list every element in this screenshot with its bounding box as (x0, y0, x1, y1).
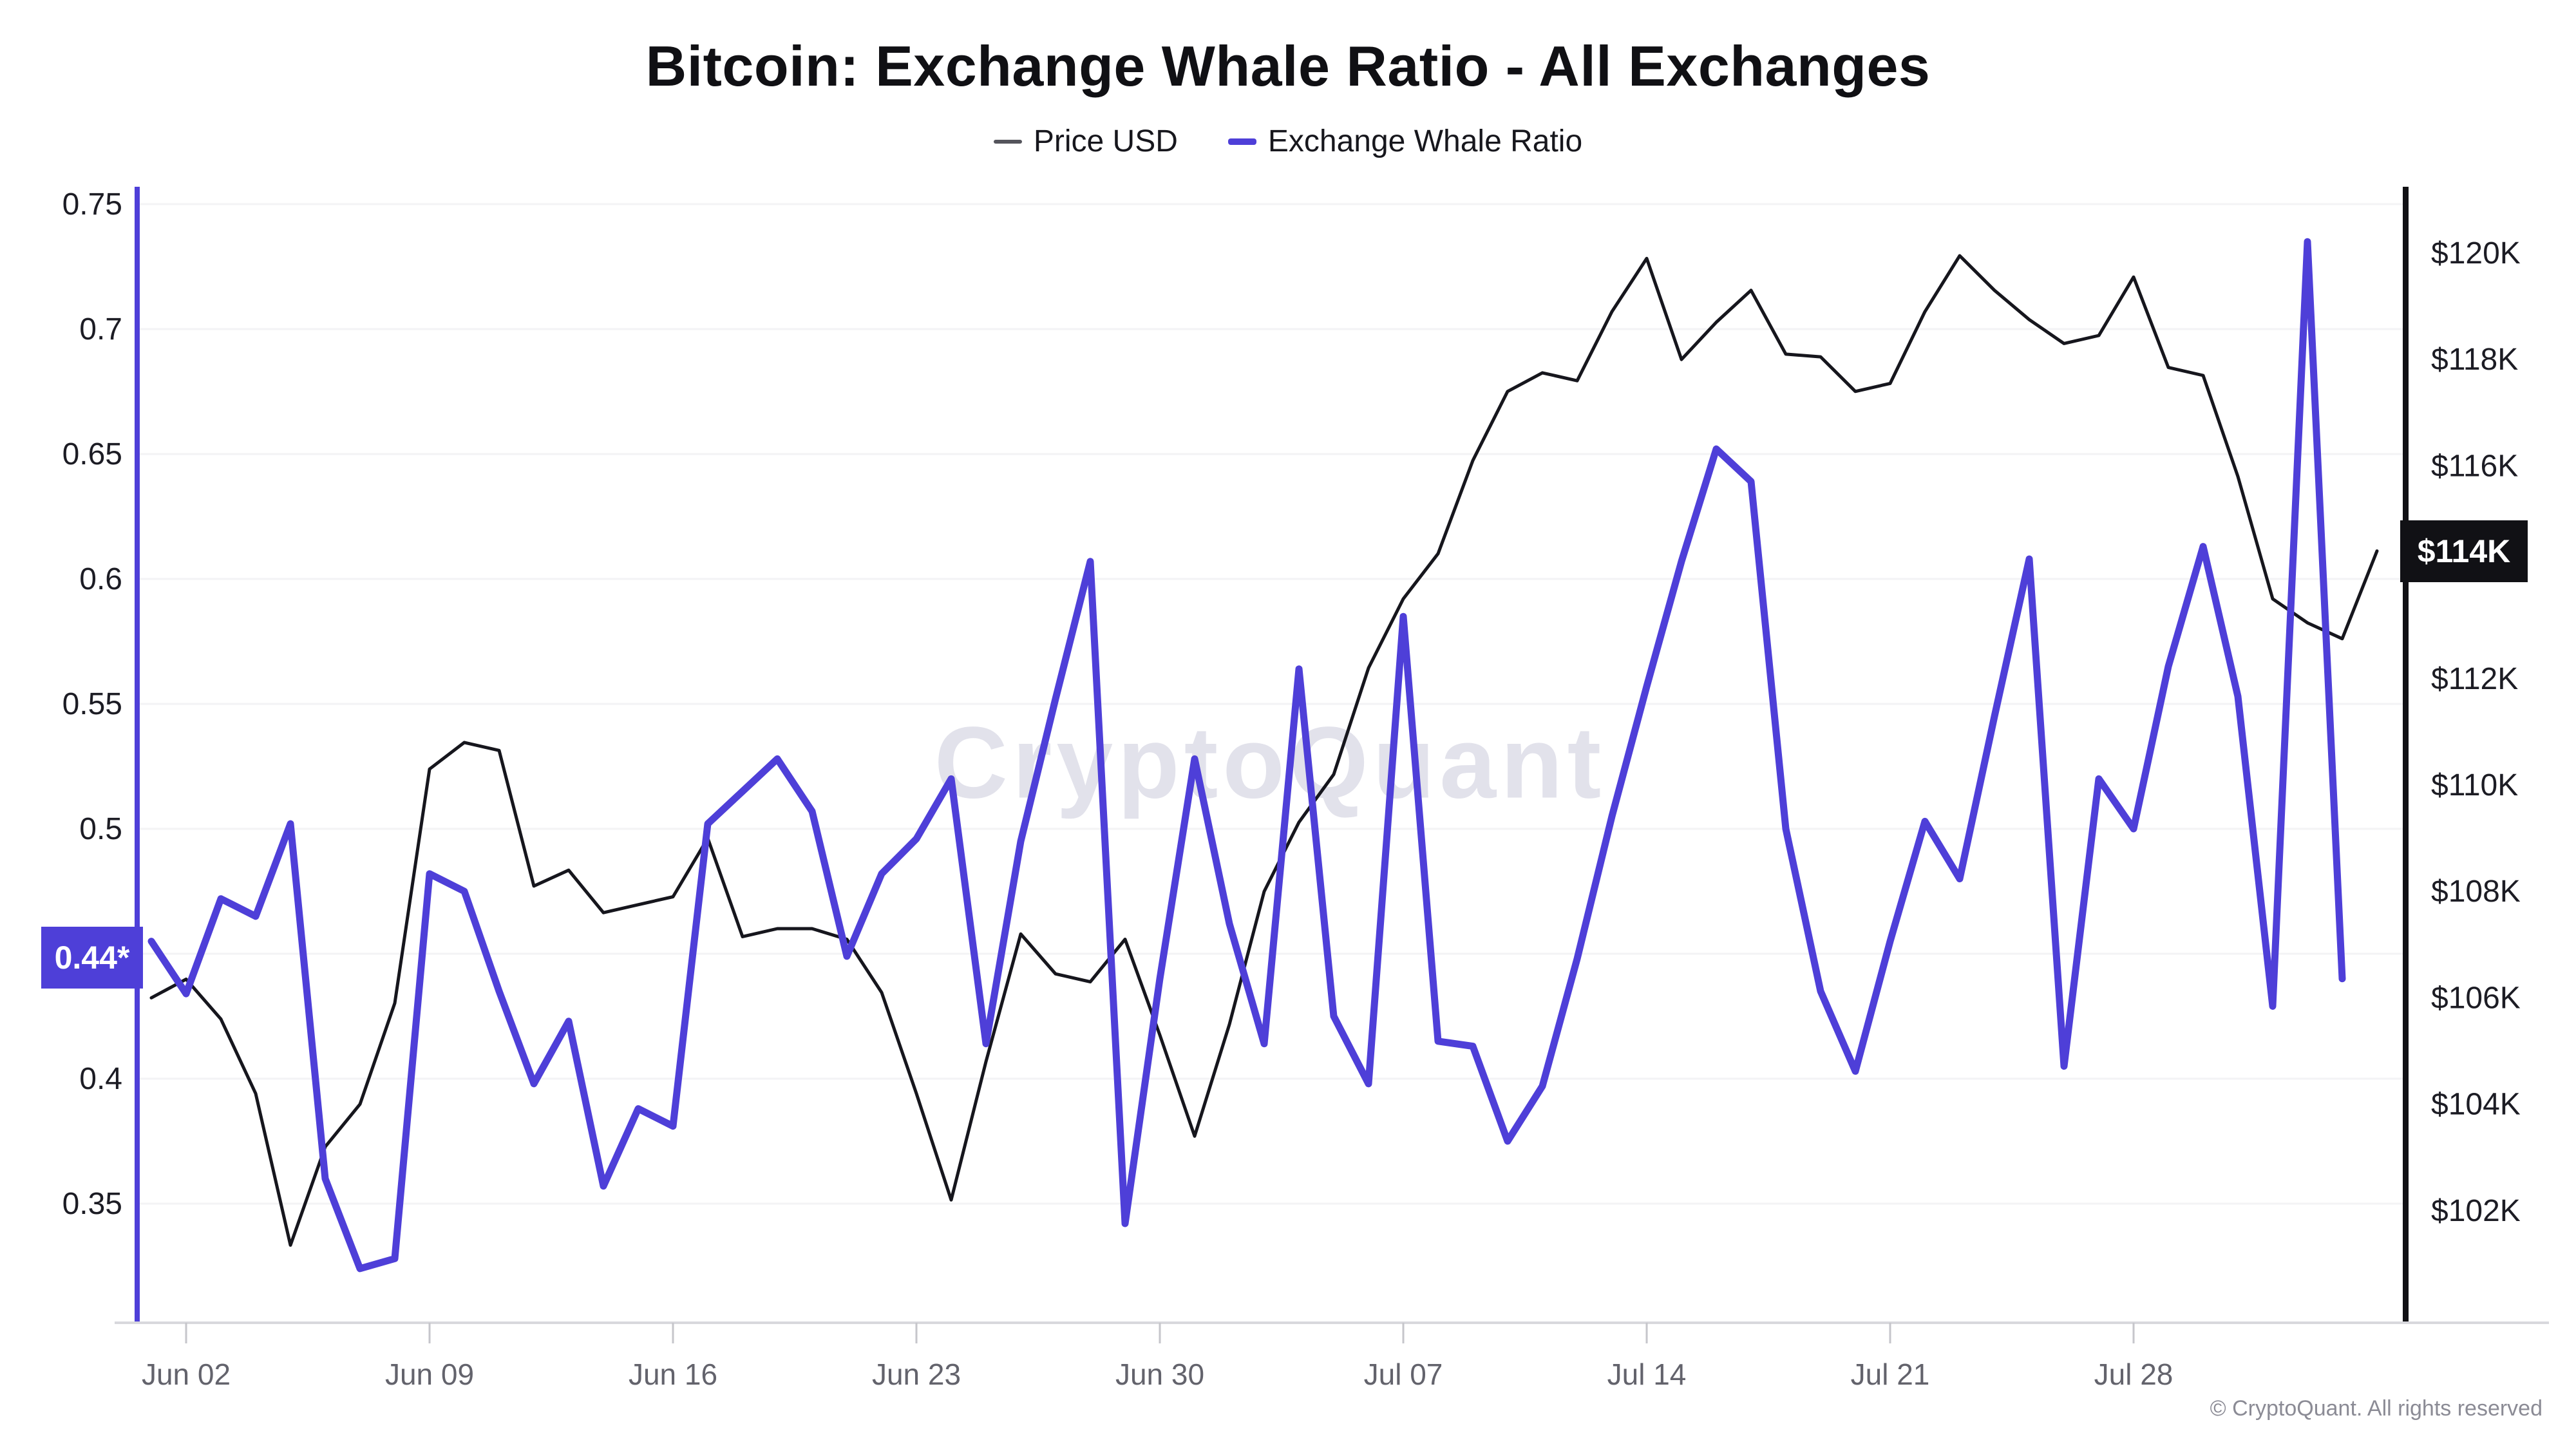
left-tick-label: 0.5 (79, 812, 122, 846)
x-tick-label: Jul 14 (1607, 1358, 1687, 1391)
legend-item-price-usd[interactable]: Price USD (993, 124, 1178, 159)
left-tick-label: 0.6 (79, 562, 122, 596)
price-line-swatch-icon (993, 139, 1022, 144)
x-tick-label: Jul 21 (1851, 1358, 1930, 1391)
x-tick-label: Jun 09 (385, 1358, 474, 1391)
legend-label-price-usd: Price USD (1033, 124, 1178, 158)
x-tick-label: Jun 16 (629, 1358, 717, 1391)
right-tick-label: $102K (2431, 1194, 2521, 1228)
left-tick-label: 0.65 (62, 437, 122, 471)
x-tick-label: Jun 23 (872, 1358, 961, 1391)
chart-legend: Price USD Exchange Whale Ratio (0, 124, 2576, 159)
series-line-price-usd (149, 254, 2379, 1247)
left-tick-label: 0.55 (62, 687, 122, 721)
left-tick-label: 0.7 (79, 312, 122, 346)
right-tick-label: $106K (2431, 981, 2521, 1015)
chart-title: Bitcoin: Exchange Whale Ratio - All Exch… (645, 34, 1931, 98)
right-tick-label: $120K (2431, 236, 2521, 270)
left-tick-label: 0.75 (62, 187, 122, 222)
x-tick-label: Jul 07 (1364, 1358, 1443, 1391)
cryptoquant-watermark: CryptoQuant (934, 706, 1606, 820)
right-tick-label: $104K (2431, 1088, 2521, 1122)
series-line-exchange-whale-ratio (147, 238, 2346, 1273)
current-ratio-badge: 0.44* (41, 926, 143, 989)
current-price-badge: $114K (2400, 520, 2528, 582)
right-tick-label: $118K (2431, 343, 2518, 377)
x-tick-label: Jun 30 (1115, 1358, 1204, 1391)
left-tick-label: 0.35 (62, 1187, 122, 1221)
right-tick-label: $110K (2431, 768, 2518, 802)
right-tick-label: $112K (2431, 662, 2518, 696)
x-tick-label: Jun 02 (142, 1358, 231, 1391)
whale-ratio-line-swatch-icon (1227, 138, 1256, 145)
left-axis-line (135, 187, 140, 1321)
right-tick-label: $108K (2431, 875, 2521, 909)
x-tick-label: Jul 28 (2094, 1358, 2174, 1391)
right-axis-line (2403, 187, 2409, 1321)
right-tick-label: $116K (2431, 449, 2518, 483)
legend-label-whale-ratio: Exchange Whale Ratio (1267, 124, 1583, 158)
legend-item-whale-ratio[interactable]: Exchange Whale Ratio (1227, 124, 1583, 159)
left-tick-label: 0.4 (79, 1062, 122, 1096)
copyright-text: © CryptoQuant. All rights reserved (2210, 1396, 2543, 1421)
